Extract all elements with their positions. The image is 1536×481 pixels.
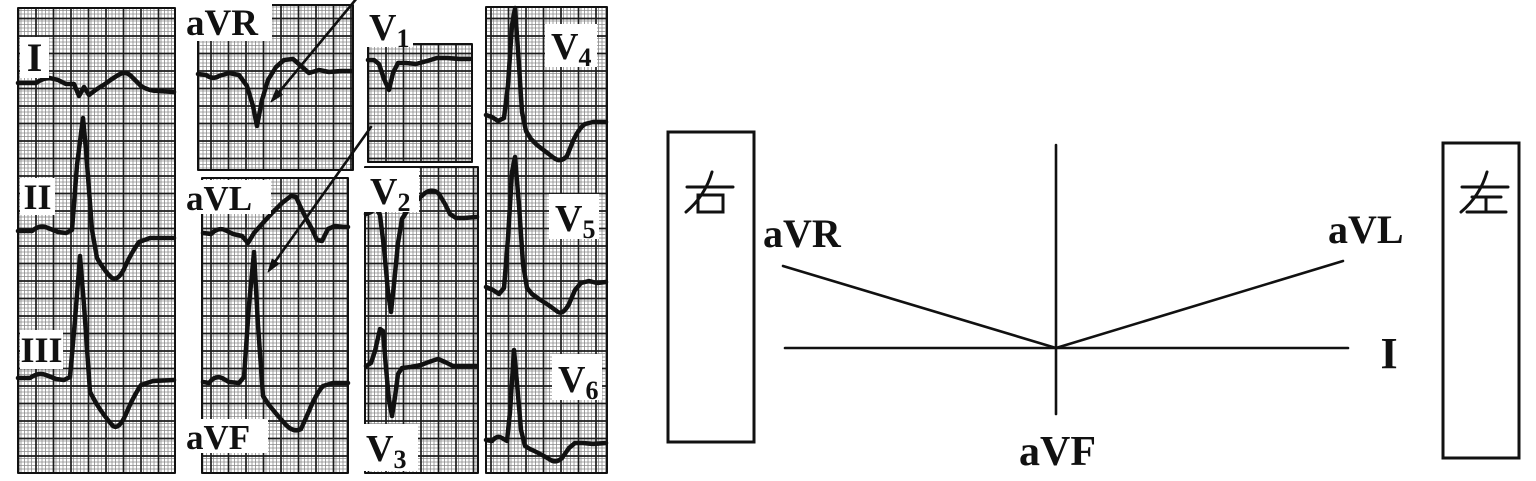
v-sub: 5 — [582, 215, 595, 244]
v-main: V — [366, 428, 394, 470]
label-box — [20, 330, 63, 369]
lead-label-text-v1: V1 — [369, 7, 409, 53]
waveform-lead-v5 — [483, 154, 609, 315]
lead-label-v6: V6 — [552, 354, 602, 405]
lead-label-v5: V5 — [549, 194, 599, 244]
right-character-glyph — [684, 170, 735, 214]
label-box — [545, 24, 597, 67]
lead-label-iii: III — [20, 330, 63, 370]
label-box — [20, 37, 49, 78]
lead-label-text-avl: aVL — [186, 179, 252, 218]
waveform-lead-v4 — [483, 5, 609, 163]
lead-label-avr: aVR — [182, 3, 272, 44]
lead-label-text-v3: V3 — [366, 428, 406, 474]
label-box — [183, 419, 268, 453]
v-main: V — [555, 198, 583, 240]
v-sub: 3 — [393, 445, 406, 474]
axis-label-avr: aVR — [763, 211, 842, 256]
lead-label-text-v6: V6 — [558, 359, 598, 405]
waveform-lead-avf — [200, 249, 351, 433]
waveform-lead-avl — [200, 193, 351, 246]
label-box — [552, 354, 602, 400]
v-sub: 4 — [578, 43, 591, 72]
left-box — [1441, 141, 1521, 460]
arrow-line — [273, 0, 358, 99]
waveform-lead-iii — [15, 253, 177, 429]
label-box — [364, 168, 419, 212]
v-sub: 1 — [396, 24, 409, 53]
arrow-line — [270, 125, 373, 268]
annotation-arrow-2 — [267, 125, 373, 273]
left-character-glyph — [1459, 170, 1510, 214]
label-box — [20, 178, 55, 215]
lead-label-text-i: I — [27, 35, 43, 80]
lead-label-text-avr: aVR — [186, 3, 259, 44]
avr-axis-line — [781, 264, 1058, 350]
waveform-lead-avr — [195, 56, 354, 129]
right-box-frame — [666, 130, 756, 444]
v-sub: 2 — [397, 188, 410, 217]
lead-label-text-v5: V5 — [555, 198, 595, 244]
lead-label-v3: V3 — [360, 424, 418, 474]
label-box — [182, 4, 272, 41]
waveform-lead-v2 — [363, 188, 480, 315]
v-main: V — [558, 359, 586, 401]
axis-label-avl: aVL — [1328, 207, 1404, 252]
arrow-head-icon — [267, 258, 280, 273]
avl-axis-line — [1054, 259, 1345, 350]
lead-label-text-iii: III — [20, 330, 62, 370]
lead-label-avl: aVL — [183, 179, 271, 218]
waveform-lead-ii — [15, 115, 177, 281]
v-main: V — [551, 26, 579, 68]
waveform-lead-v1 — [365, 55, 473, 93]
waveform-lead-v6 — [483, 347, 609, 464]
right-box — [666, 130, 756, 444]
v-main: V — [370, 171, 398, 213]
glyph-stroke — [696, 193, 725, 214]
ecg-panel: I II III aVR aVL aVF V1 V2 — [15, 0, 609, 474]
lead-label-text-v2: V2 — [370, 171, 410, 217]
v-main: V — [369, 7, 397, 49]
label-box — [363, 6, 413, 47]
annotation-arrow-1 — [270, 0, 358, 103]
glyph-stroke — [1459, 170, 1489, 214]
arrow-head-icon — [270, 88, 283, 103]
lead-label-i: I — [20, 35, 49, 80]
waveform-lead-i — [15, 70, 177, 99]
lead-label-text-avf: aVF — [186, 418, 250, 457]
lead-label-text-v4: V4 — [551, 26, 591, 72]
glyph-stroke — [1465, 195, 1508, 214]
lead-label-text-ii: II — [23, 177, 51, 217]
lead-label-v4: V4 — [545, 24, 597, 72]
v-sub: 6 — [585, 376, 598, 405]
axis-diagram: aVR aVL aVF I — [666, 130, 1521, 475]
axis-label-avf: aVF — [1019, 429, 1096, 475]
lead-label-v1: V1 — [363, 6, 413, 53]
label-box — [183, 180, 271, 214]
grid-strip-v1 — [367, 43, 473, 163]
lead-label-ii: II — [20, 177, 55, 217]
label-box — [549, 194, 599, 239]
axis-label-lead-i: I — [1380, 329, 1397, 378]
label-box — [360, 424, 418, 471]
lead-label-avf: aVF — [183, 418, 268, 457]
lead-label-v2: V2 — [364, 168, 419, 217]
waveform-lead-v3 — [363, 326, 479, 419]
